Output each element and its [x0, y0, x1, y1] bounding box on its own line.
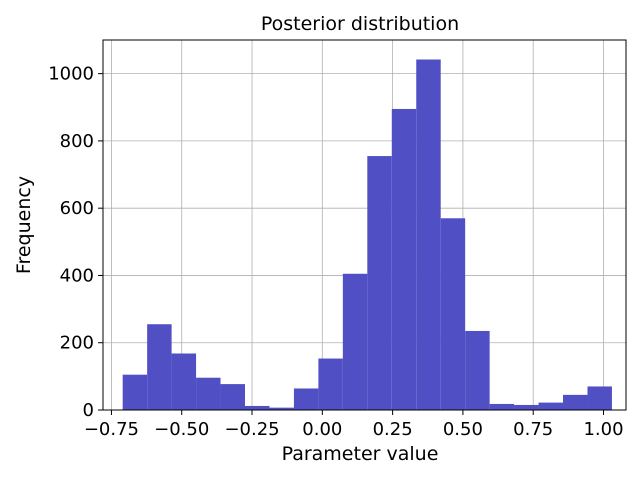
- histogram-bar: [244, 405, 270, 410]
- plot-frame: [102, 39, 627, 411]
- x-tick-label: −0.75: [84, 419, 139, 440]
- y-axis-ticks: 0 200 400 600 800 1000: [48, 64, 103, 421]
- x-tick-label: 0.75: [513, 419, 553, 440]
- histogram-bar: [269, 407, 294, 410]
- histogram-bar: [514, 404, 539, 410]
- y-tick-label: 400: [60, 265, 94, 286]
- histogram-bar: [563, 394, 588, 410]
- y-axis-label: Frequency: [13, 176, 35, 274]
- histogram-bar: [367, 156, 392, 410]
- y-tick-label: 800: [60, 131, 94, 152]
- histogram-bars: [122, 59, 612, 411]
- histogram-bar: [220, 384, 245, 410]
- x-tick-label: 0.00: [302, 419, 342, 440]
- x-tick-label: 1.00: [583, 419, 623, 440]
- y-tick-label: 0: [83, 400, 94, 421]
- histogram-bar: [342, 273, 368, 410]
- histogram-bar: [196, 377, 221, 410]
- x-tick-label: −0.50: [154, 419, 209, 440]
- histogram-bar: [318, 358, 343, 410]
- histogram-bar: [489, 403, 515, 410]
- x-axis-label: Parameter value: [282, 443, 439, 465]
- histogram-bar: [171, 353, 197, 410]
- histogram-bar: [293, 388, 319, 410]
- x-tick-label: 0.25: [373, 419, 413, 440]
- histogram-bar: [147, 324, 172, 410]
- histogram-bar: [538, 402, 564, 410]
- histogram-bar: [587, 386, 612, 410]
- histogram-bar: [391, 108, 417, 411]
- x-tick-label: −0.25: [224, 419, 279, 440]
- x-tick-label: 0.50: [443, 419, 483, 440]
- histogram-bar: [122, 374, 148, 410]
- histogram-bar: [465, 330, 490, 410]
- y-tick-label: 200: [60, 333, 94, 354]
- x-axis-ticks: −0.75 −0.50 −0.25 0.00 0.25 0.50 0.75 1.00: [84, 410, 624, 440]
- chart-title: Posterior distribution: [261, 13, 459, 35]
- y-tick-label: 1000: [48, 64, 94, 85]
- histogram-bar: [440, 218, 466, 410]
- y-tick-label: 600: [60, 198, 94, 219]
- histogram-bar: [416, 59, 441, 410]
